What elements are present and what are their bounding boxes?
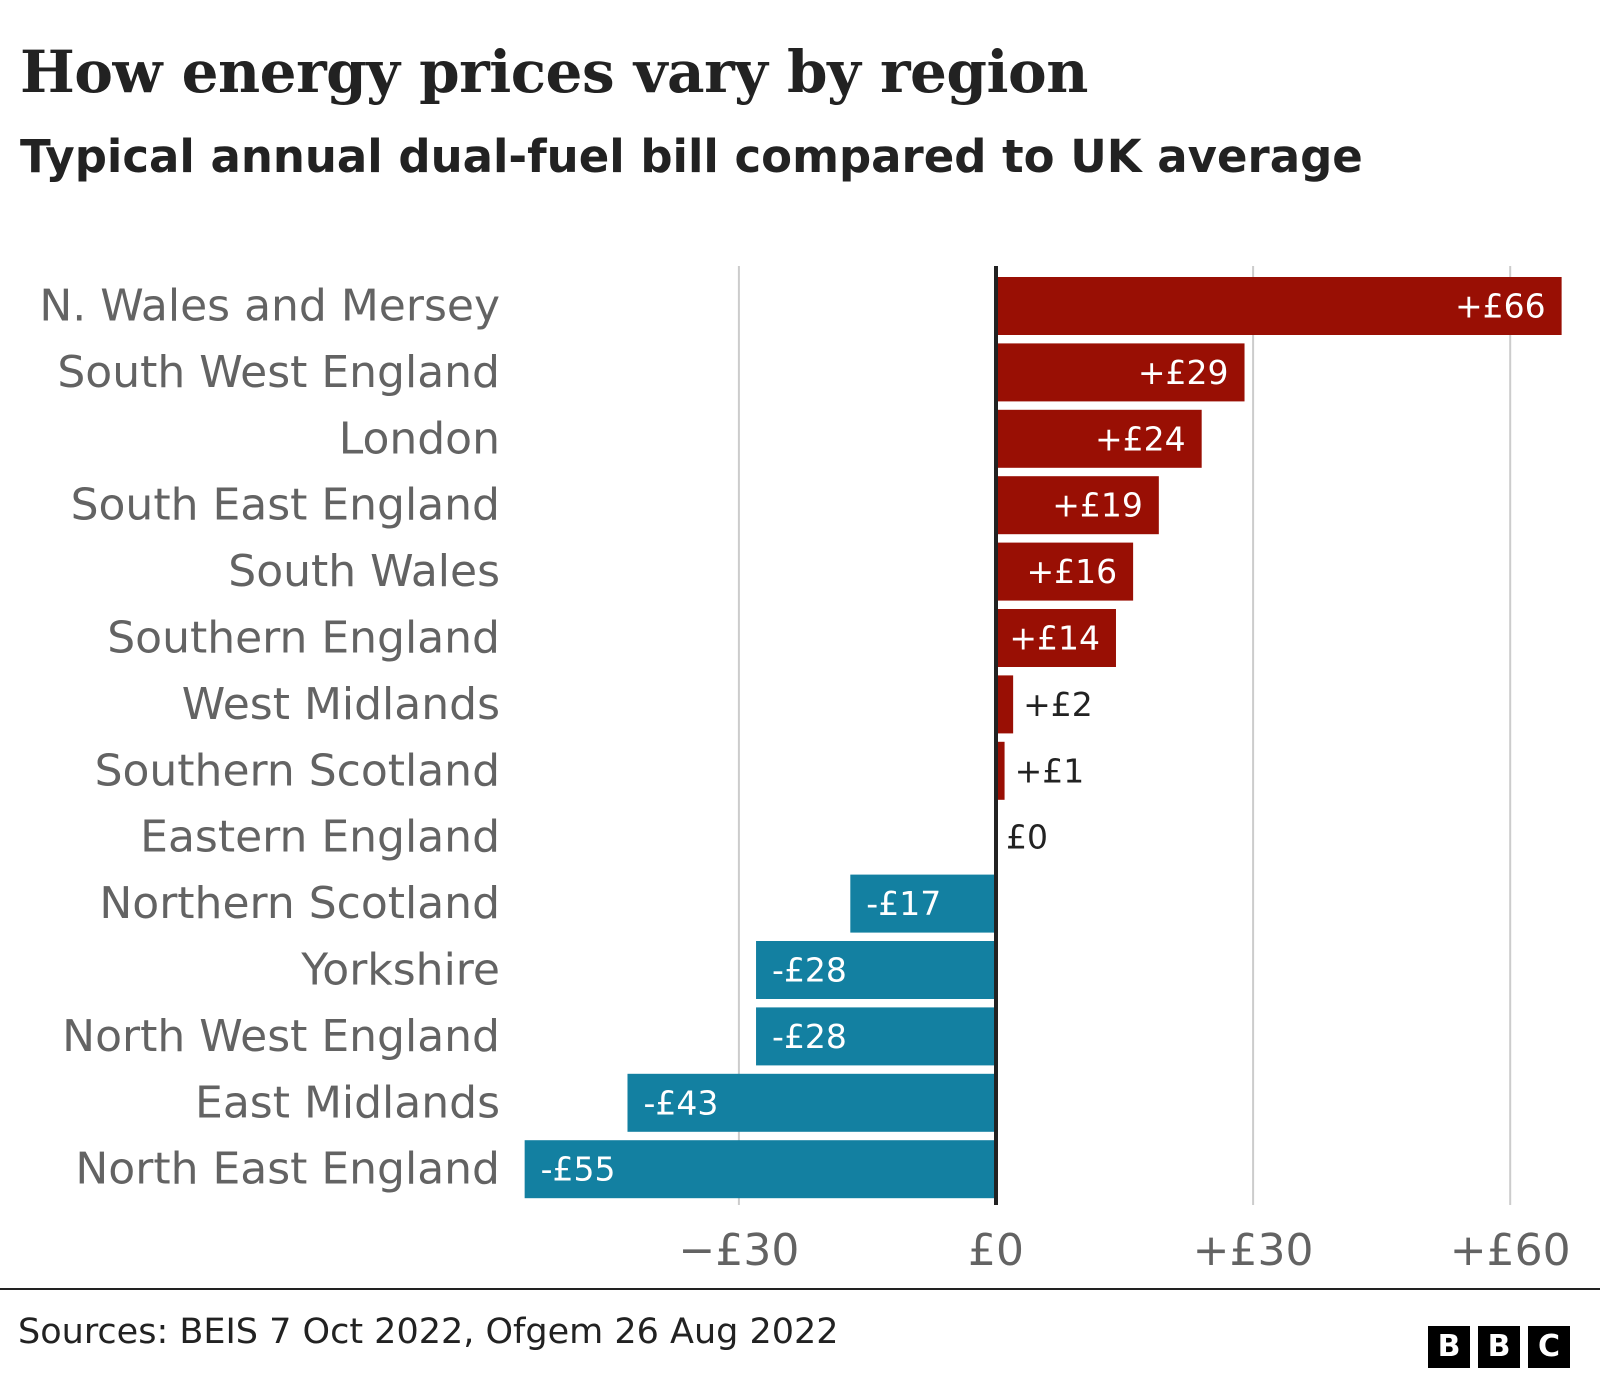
- value-label: £0: [1006, 818, 1048, 857]
- x-tick-label: +£30: [1193, 1225, 1314, 1276]
- logo-letter: B: [1428, 1326, 1470, 1368]
- category-label: North West England: [62, 1011, 500, 1062]
- x-tick-label: £0: [968, 1225, 1024, 1276]
- value-label: +£29: [1138, 353, 1229, 392]
- category-label: London: [339, 413, 500, 464]
- category-label: South West England: [57, 347, 500, 398]
- category-label: East Midlands: [195, 1077, 500, 1128]
- bars: [524, 277, 1562, 1199]
- bar: [756, 941, 996, 999]
- footer-divider: [0, 1288, 1600, 1290]
- value-labels: +£66 +£29 +£24 +£19 +£16 +£14 +£2 +£1 £0 -£17 -£28…: [541, 287, 1546, 1189]
- category-label: N. Wales and Mersey: [39, 281, 500, 332]
- category-label: Northern Scotland: [99, 878, 500, 929]
- grid-lines: [737, 266, 1512, 1205]
- bar: [524, 1140, 996, 1199]
- bar: [996, 409, 1202, 468]
- category-label: Yorkshire: [300, 945, 500, 996]
- x-tick-label: +£60: [1450, 1225, 1571, 1276]
- bar: [996, 741, 1005, 800]
- x-tick-label: −£30: [678, 1225, 799, 1276]
- value-label: -£17: [866, 884, 941, 923]
- category-label: North East England: [75, 1144, 500, 1195]
- category-labels: N. Wales and Mersey South West England Lon…: [39, 281, 500, 1195]
- logo-letter: B: [1478, 1326, 1520, 1368]
- bar: [996, 343, 1245, 402]
- value-label: +£14: [1009, 619, 1100, 658]
- source-note: Sources: BEIS 7 Oct 2022, Ofgem 26 Aug 2…: [18, 1312, 839, 1352]
- value-label: +£1: [1015, 751, 1085, 790]
- value-label: -£43: [643, 1083, 718, 1122]
- bar: [756, 1007, 996, 1066]
- value-label: -£28: [772, 1017, 847, 1056]
- x-axis-ticks: −£30 £0 +£30 +£60: [678, 1225, 1570, 1276]
- category-label: South Wales: [228, 546, 500, 597]
- chart-title: How energy prices vary by region: [20, 38, 1088, 106]
- value-label: -£28: [772, 951, 847, 990]
- category-label: Eastern England: [140, 812, 500, 863]
- value-label: -£55: [541, 1150, 616, 1189]
- category-label: West Midlands: [182, 679, 500, 730]
- bar: [627, 1073, 996, 1132]
- value-label: +£16: [1026, 552, 1117, 591]
- category-label: Southern Scotland: [95, 745, 500, 796]
- value-label: +£19: [1052, 486, 1143, 525]
- bar: [996, 609, 1116, 667]
- value-label: +£2: [1023, 685, 1093, 724]
- bar: [996, 476, 1159, 535]
- chart-subtitle: Typical annual dual-fuel bill compared t…: [20, 130, 1363, 183]
- logo-letter: C: [1528, 1326, 1570, 1368]
- category-label: South East England: [71, 480, 500, 531]
- bar: [996, 675, 1014, 734]
- bar: [996, 542, 1134, 601]
- value-label: +£24: [1095, 419, 1186, 458]
- value-label: +£66: [1455, 287, 1546, 326]
- bar: [996, 277, 1562, 335]
- bbc-logo: B B C: [1428, 1326, 1570, 1368]
- bar-chart: N. Wales and Mersey South West England Lon…: [39, 266, 1571, 1276]
- bar: [850, 874, 996, 933]
- category-label: Southern England: [107, 613, 500, 664]
